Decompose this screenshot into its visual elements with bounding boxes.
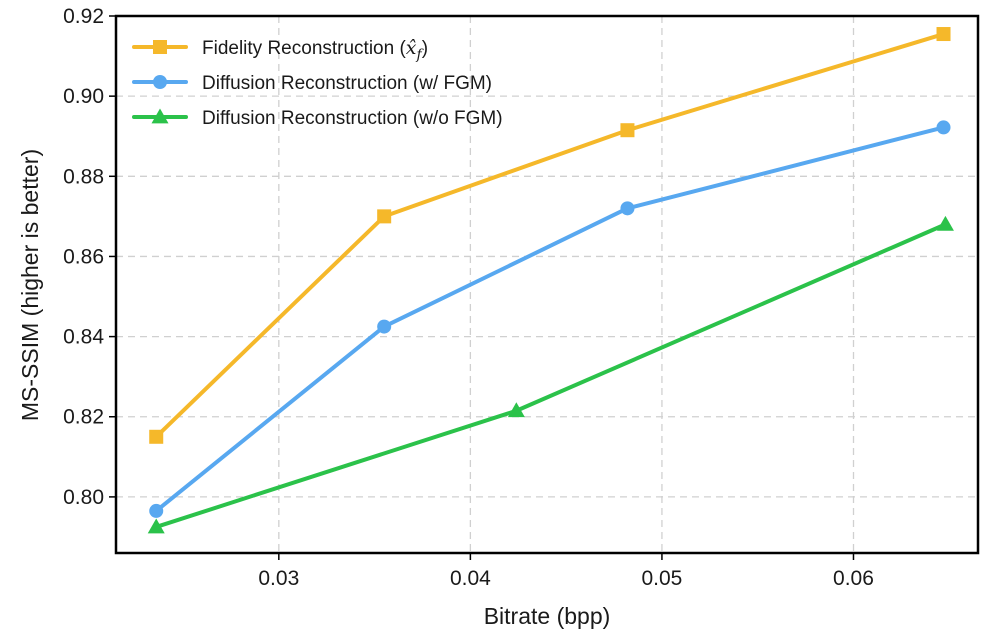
legend-label: Diffusion Reconstruction (w/o FGM)	[202, 108, 503, 129]
x-tick-label: 0.06	[833, 567, 874, 590]
series-1	[149, 27, 951, 444]
series-line	[154, 222, 948, 529]
x-axis-title: Bitrate (bpp)	[484, 603, 611, 629]
x-tick-label: 0.03	[258, 567, 299, 590]
y-axis-title: MS-SSIM (higher is better)	[17, 149, 43, 421]
legend-item: Diffusion Reconstruction (w/ FGM)	[132, 73, 492, 94]
series-line	[154, 32, 946, 439]
legend-item: Fidelity Reconstruction (x̂f)	[132, 37, 428, 63]
series-line	[154, 125, 946, 513]
legend-item: Diffusion Reconstruction (w/o FGM)	[132, 108, 503, 129]
data-point	[936, 120, 951, 135]
legend-label: Fidelity Reconstruction (x̂f)	[202, 37, 428, 63]
legend-swatch-marker	[153, 40, 167, 54]
series-layer	[147, 27, 954, 534]
data-point	[620, 123, 635, 138]
x-tick-label: 0.04	[450, 567, 491, 590]
y-tick-label: 0.82	[63, 406, 104, 429]
series-3	[147, 215, 954, 534]
data-point	[620, 201, 635, 216]
plot-frame	[114, 14, 980, 555]
data-point	[377, 319, 392, 334]
y-axis-ticks: 0.80 0.82 0.84 0.86 0.88 0.90 0.92	[63, 5, 116, 509]
data-point	[507, 402, 525, 418]
y-tick-label: 0.90	[63, 85, 104, 108]
legend-swatch-marker	[151, 108, 169, 124]
series-2	[149, 120, 951, 518]
grid	[116, 15, 978, 553]
data-point	[147, 518, 165, 534]
data-point	[936, 27, 951, 42]
y-tick-label: 0.80	[63, 486, 104, 509]
y-tick-label: 0.88	[63, 165, 104, 188]
x-tick-label: 0.05	[641, 567, 682, 590]
legend-label: Diffusion Reconstruction (w/ FGM)	[202, 73, 492, 94]
x-axis-ticks: 0.03 0.04 0.05 0.06	[258, 553, 874, 590]
data-point	[149, 429, 164, 444]
y-tick-label: 0.84	[63, 326, 104, 349]
data-point	[377, 209, 392, 224]
data-point	[149, 503, 164, 518]
legend: Fidelity Reconstruction (x̂f) Diffusion R…	[132, 37, 503, 129]
y-tick-label: 0.92	[63, 5, 104, 28]
data-point	[936, 215, 954, 231]
y-tick-label: 0.86	[63, 245, 104, 268]
legend-swatch-marker	[153, 75, 167, 89]
